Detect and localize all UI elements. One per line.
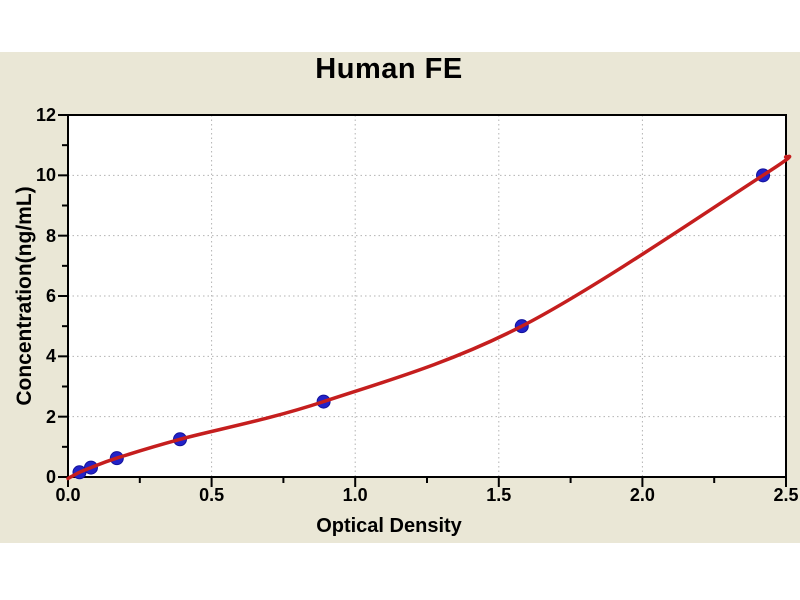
y-tick-label: 2 — [45, 406, 56, 427]
chart-title: Human FE — [315, 53, 463, 85]
x-tick-label: 0.0 — [55, 485, 81, 505]
x-tick-label: 1.0 — [342, 485, 368, 505]
x-tick-label: 1.5 — [486, 485, 512, 505]
y-axis-label: Concentration(ng/mL) — [13, 186, 36, 406]
y-tick-label: 0 — [45, 467, 56, 487]
y-tick-label: 6 — [45, 286, 56, 306]
x-axis-label: Optical Density — [316, 515, 462, 537]
x-tick-label: 2.0 — [629, 485, 655, 505]
plot-border — [67, 114, 787, 478]
x-tick-label: 0.5 — [199, 485, 225, 505]
y-tick-label: 8 — [45, 225, 56, 246]
x-tick-label: 2.5 — [773, 485, 799, 505]
y-tick-label: 4 — [45, 346, 56, 367]
y-tick-label: 12 — [35, 105, 56, 125]
y-tick-label: 10 — [35, 165, 56, 186]
fit-curve — [66, 154, 792, 481]
plot-area — [68, 115, 786, 477]
